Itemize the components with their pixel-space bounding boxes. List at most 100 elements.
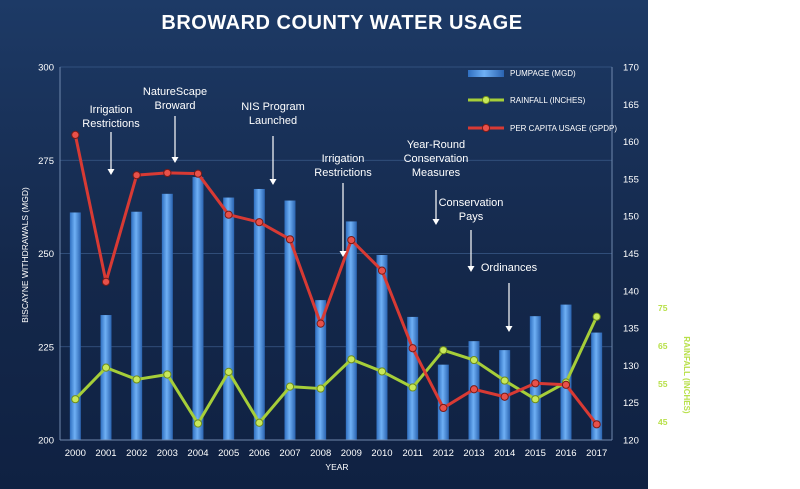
legend-swatch-pumpage bbox=[468, 70, 504, 77]
annotation-label: Conservation bbox=[404, 153, 469, 165]
rainfall-point bbox=[408, 383, 417, 392]
bar-pumpage bbox=[591, 332, 603, 440]
annotation-label: Pays bbox=[459, 211, 484, 223]
annotation-label: Launched bbox=[249, 115, 297, 127]
y-right-tick-label: 155 bbox=[623, 174, 639, 185]
x-tick-label: 2001 bbox=[95, 448, 116, 459]
bar-pumpage bbox=[345, 221, 357, 440]
rainfall-point bbox=[500, 376, 509, 385]
bar-pumpage bbox=[192, 177, 204, 440]
annotation-label: Broward bbox=[155, 100, 196, 112]
annotation-label: Restrictions bbox=[82, 118, 140, 130]
pumpage-bars bbox=[69, 177, 603, 440]
y-axis-left-label: BISCAYNE WITHDRAWALS (MGD) bbox=[20, 187, 30, 323]
per-capita-point bbox=[193, 169, 203, 178]
y-right-tick-label: 135 bbox=[623, 324, 639, 335]
per-capita-point bbox=[377, 266, 387, 275]
y-rainfall-tick-label: 75 bbox=[658, 303, 668, 313]
bar-pumpage bbox=[407, 316, 419, 440]
rainfall-point bbox=[101, 363, 111, 372]
annotation-label: NIS Program bbox=[241, 101, 305, 113]
bar-pumpage bbox=[315, 300, 327, 440]
legend-label: RAINFALL (INCHES) bbox=[510, 96, 586, 105]
annotation-arrowhead bbox=[467, 266, 475, 272]
bar-pumpage bbox=[69, 212, 81, 440]
y-left-tick-label: 300 bbox=[38, 63, 54, 74]
y-rainfall-tick-label: 65 bbox=[658, 341, 668, 351]
bar-pumpage bbox=[560, 304, 572, 440]
bar-pumpage bbox=[161, 193, 173, 440]
rainfall-point bbox=[377, 367, 387, 376]
per-capita-point bbox=[285, 235, 295, 244]
x-tick-label: 2009 bbox=[341, 448, 362, 459]
x-tick-label: 2013 bbox=[463, 448, 484, 459]
x-tick-label: 2000 bbox=[65, 448, 86, 459]
rainfall-point bbox=[531, 395, 540, 404]
per-capita-point bbox=[408, 344, 417, 353]
x-tick-label: 2006 bbox=[249, 448, 270, 459]
chart-title: BROWARD COUNTY WATER USAGE bbox=[161, 12, 522, 34]
per-capita-point bbox=[163, 168, 172, 178]
x-tick-label: 2002 bbox=[126, 448, 147, 459]
y-left-tick-label: 275 bbox=[38, 156, 54, 167]
bar-pumpage bbox=[223, 197, 235, 440]
y-right-tick-label: 130 bbox=[623, 361, 639, 372]
annotation-arrowhead bbox=[171, 157, 179, 163]
annotation-label: Irrigation bbox=[322, 153, 365, 165]
y-right-tick-label: 125 bbox=[623, 398, 639, 409]
annotations: Irrigation Restrictions NatureScape Broward… bbox=[82, 86, 538, 332]
per-capita-line bbox=[73, 134, 598, 426]
rainfall-point bbox=[255, 418, 264, 427]
x-tick-label: 2012 bbox=[433, 448, 454, 459]
x-tick-label: 2010 bbox=[371, 448, 392, 459]
y-axis-rainfall-label: RAINFALL (INCHES) bbox=[682, 336, 691, 414]
annotation-label: Restrictions bbox=[314, 167, 372, 179]
rainfall-point bbox=[316, 384, 325, 393]
y-right-tick-label: 150 bbox=[623, 212, 639, 223]
legend-label: PER CAPITA USAGE (GPDP) bbox=[510, 124, 617, 133]
rainfall-point bbox=[163, 370, 172, 379]
x-tick-label: 2003 bbox=[157, 448, 178, 459]
x-tick-label: 2004 bbox=[187, 448, 208, 459]
right-margin bbox=[648, 0, 800, 489]
per-capita-point bbox=[531, 379, 540, 388]
y-right-tick-label: 145 bbox=[623, 249, 639, 260]
rainfall-point bbox=[592, 312, 601, 321]
per-capita-point bbox=[255, 218, 264, 227]
per-capita-point bbox=[500, 392, 509, 401]
annotation-label: NatureScape bbox=[143, 86, 207, 98]
y-rainfall-tick-label: 55 bbox=[658, 379, 668, 389]
rainfall-point bbox=[469, 355, 479, 365]
bar-pumpage bbox=[437, 364, 449, 440]
per-capita-point bbox=[316, 319, 325, 328]
y-left-tick-label: 250 bbox=[38, 249, 54, 260]
x-tick-label: 2005 bbox=[218, 448, 239, 459]
per-capita-point bbox=[592, 420, 601, 429]
annotation-arrowhead bbox=[269, 179, 277, 185]
bar-pumpage bbox=[376, 254, 388, 440]
rainfall-point bbox=[224, 367, 233, 376]
legend: PUMPAGE (MGD) RAINFALL (INCHES) PER CAPITA… bbox=[468, 69, 617, 133]
per-capita-point bbox=[347, 235, 356, 245]
y-right-tick-label: 160 bbox=[623, 137, 639, 148]
per-capita-point bbox=[132, 171, 141, 180]
per-capita-point bbox=[469, 385, 479, 394]
per-capita-point bbox=[101, 277, 111, 286]
legend-label: PUMPAGE (MGD) bbox=[510, 69, 576, 78]
x-tick-label: 2014 bbox=[494, 448, 515, 459]
gridlines bbox=[60, 66, 612, 348]
x-tick-label: 2008 bbox=[310, 448, 331, 459]
y-right-tick-label: 165 bbox=[623, 100, 639, 111]
y-left-tick-label: 225 bbox=[38, 342, 54, 353]
x-tick-label: 2007 bbox=[279, 448, 300, 459]
x-tick-label: 2017 bbox=[586, 448, 607, 459]
bar-pumpage bbox=[253, 188, 265, 440]
bar-pumpage bbox=[131, 211, 143, 440]
rainfall-point bbox=[439, 346, 448, 355]
annotation-arrowhead bbox=[505, 326, 513, 332]
per-capita-point bbox=[224, 210, 233, 219]
x-tick-label: 2011 bbox=[402, 448, 422, 459]
annotation-arrowhead bbox=[339, 251, 347, 257]
rainfall-line bbox=[74, 316, 599, 426]
